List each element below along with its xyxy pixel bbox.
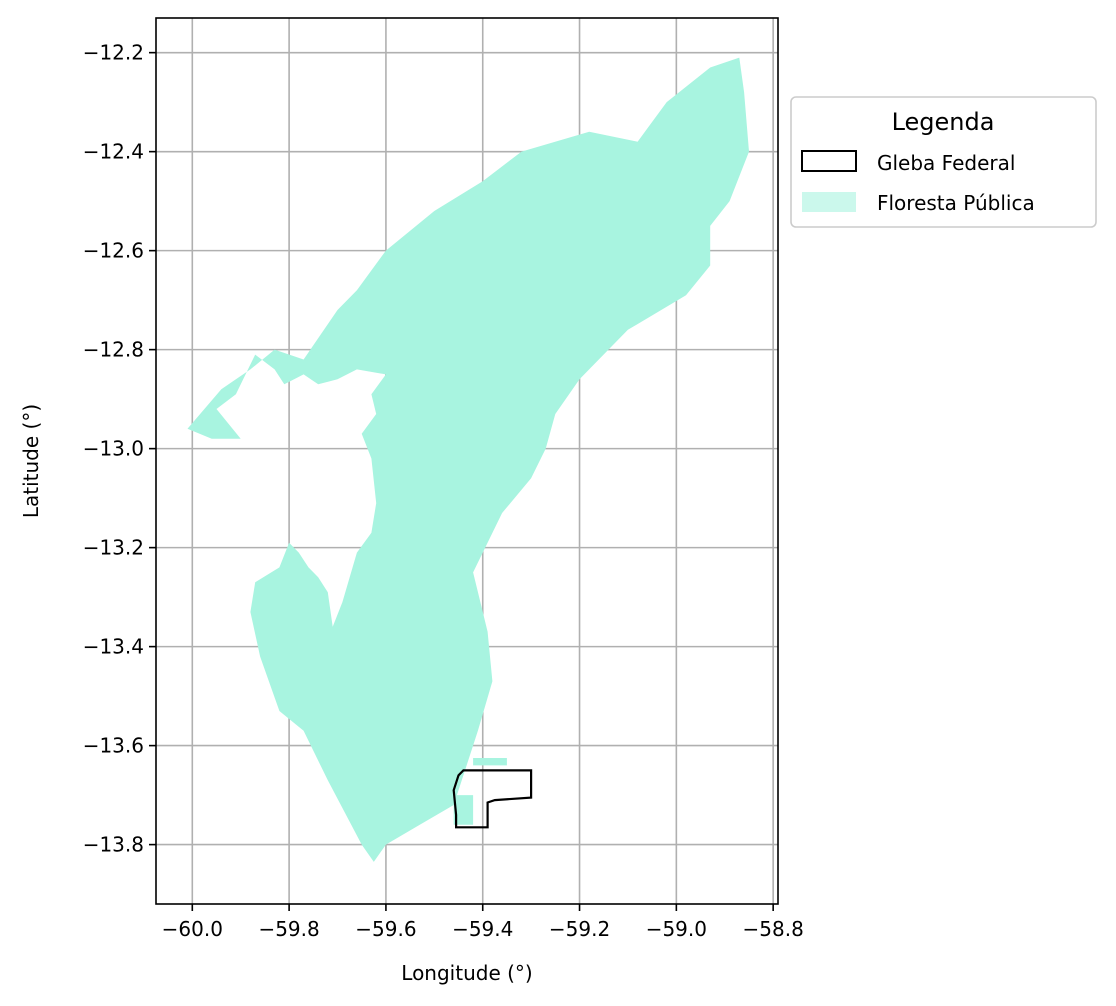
legend-swatch-floresta-publica (802, 192, 856, 212)
y-axis-label: Latitude (°) (19, 404, 43, 518)
y-tick-label-3: −12.8 (83, 338, 144, 362)
y-tick-label-7: −13.6 (83, 734, 144, 758)
x-tick-label-3: −59.4 (452, 917, 513, 941)
y-axis-ticks: −12.2 −12.4 −12.6 −12.8 −13.0 −13.2 −13.4 −13.6… (83, 41, 156, 857)
y-tick-label-1: −12.4 (83, 140, 144, 164)
floresta-publica-patch-0 (473, 758, 507, 766)
legend-swatch-gleba-federal (801, 150, 857, 172)
x-axis-ticks: −60.0 −59.8 −59.6 −59.4 −59.2 −59.0 −58.8 (162, 904, 804, 941)
x-axis-label: Longitude (°) (401, 961, 532, 985)
map-layers (187, 57, 749, 862)
plot-frame (155, 17, 779, 905)
y-tick-label-5: −13.2 (83, 536, 144, 560)
legend-label-floresta-publica: Floresta Pública (877, 191, 1035, 215)
legend: Legenda Gleba Federal Floresta Pública (790, 96, 1097, 228)
x-tick-label-1: −59.8 (258, 917, 319, 941)
floresta-publica-area (187, 57, 749, 862)
y-tick-label-8: −13.8 (83, 833, 144, 857)
x-tick-label-4: −59.2 (549, 917, 610, 941)
x-tick-label-0: −60.0 (162, 917, 223, 941)
y-tick-label-6: −13.4 (83, 635, 144, 659)
legend-box (790, 96, 1097, 228)
x-tick-label-6: −58.8 (743, 917, 804, 941)
x-tick-label-2: −59.6 (355, 917, 416, 941)
gleba-federal-outline (452, 769, 533, 829)
x-tick-label-5: −59.0 (646, 917, 707, 941)
y-tick-label-2: −12.6 (83, 239, 144, 263)
legend-label-gleba-federal: Gleba Federal (877, 151, 1015, 175)
y-tick-label-0: −12.2 (83, 41, 144, 65)
floresta-publica-patch-1 (453, 795, 474, 825)
y-tick-label-4: −13.0 (83, 437, 144, 461)
floresta-publica-patches (453, 758, 507, 825)
legend-title: Legenda (892, 108, 995, 136)
